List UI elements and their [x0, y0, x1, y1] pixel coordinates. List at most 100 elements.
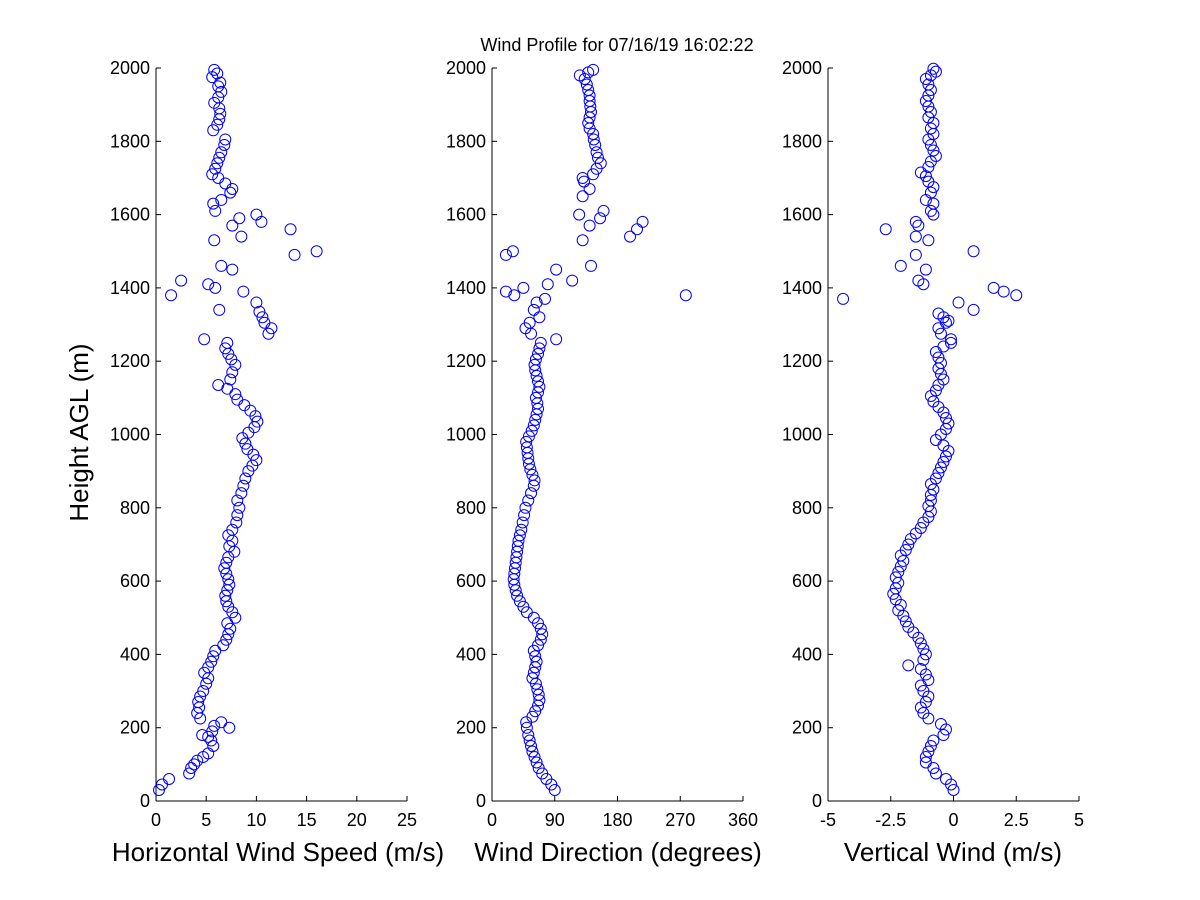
data-point: [220, 633, 233, 646]
data-point: [924, 204, 937, 217]
data-point: [912, 219, 925, 232]
data-point: [892, 565, 905, 578]
data-point: [944, 336, 957, 349]
y-tick-label: 1000: [782, 425, 822, 445]
y-tick-label: 1400: [446, 278, 486, 298]
data-point: [939, 316, 952, 329]
data-point: [538, 292, 551, 305]
data-point: [922, 674, 935, 687]
data-point: [927, 395, 940, 408]
data-point: [499, 285, 512, 298]
data-point: [219, 133, 232, 146]
data-point: [226, 523, 239, 536]
data-point: [914, 521, 927, 534]
data-point: [191, 754, 204, 767]
data-point: [215, 716, 228, 729]
x-tick-label: 270: [665, 810, 695, 830]
data-point: [937, 373, 950, 386]
data-point: [525, 487, 538, 500]
y-tick-label: 1600: [446, 205, 486, 225]
data-point: [239, 437, 252, 450]
data-point: [631, 223, 644, 236]
y-tick-label: 600: [456, 571, 486, 591]
y-tick-label: 1200: [782, 351, 822, 371]
data-point: [230, 516, 243, 529]
data-point: [927, 483, 940, 496]
data-point: [583, 89, 596, 102]
y-tick-label: 1600: [782, 205, 822, 225]
x-tick-label: 360: [728, 810, 758, 830]
data-point: [550, 263, 563, 276]
data-point: [566, 274, 579, 287]
data-point: [924, 83, 937, 96]
data-point: [937, 729, 950, 742]
data-point: [520, 721, 533, 734]
data-point: [902, 620, 915, 633]
data-point: [211, 157, 224, 170]
data-point: [937, 340, 950, 353]
x-axis-label: Horizontal Wind Speed (m/s): [112, 837, 444, 867]
data-point: [922, 175, 935, 188]
data-point: [192, 696, 205, 709]
data-point: [508, 289, 521, 302]
data-point: [528, 474, 541, 487]
data-point: [221, 617, 234, 630]
data-point: [587, 133, 600, 146]
data-point: [912, 274, 925, 287]
y-tick-label: 600: [120, 571, 150, 591]
y-tick-label: 0: [140, 791, 150, 811]
data-point: [229, 611, 242, 624]
data-point: [531, 683, 544, 696]
y-tick-label: 1800: [446, 131, 486, 151]
data-point: [513, 529, 526, 542]
data-point: [679, 289, 692, 302]
data-point: [917, 707, 930, 720]
data-point: [927, 734, 940, 747]
data-point: [212, 379, 225, 392]
x-tick-label: 0: [948, 810, 958, 830]
data-point: [530, 756, 543, 769]
data-point: [205, 734, 218, 747]
data-point: [250, 208, 263, 221]
data-point: [934, 327, 947, 340]
data-point: [527, 303, 540, 316]
data-point: [525, 424, 538, 437]
y-tick-label: 200: [456, 718, 486, 738]
data-point: [892, 604, 905, 617]
data-point: [253, 305, 266, 318]
x-tick-label: 0: [487, 810, 497, 830]
series-speed: [153, 63, 323, 797]
data-point: [222, 573, 235, 586]
data-point: [516, 516, 529, 529]
x-tick-label: 15: [297, 810, 317, 830]
data-point: [914, 663, 927, 676]
data-point: [594, 157, 607, 170]
data-point: [967, 245, 980, 258]
data-point: [527, 666, 540, 679]
data-point: [532, 375, 545, 388]
data-point: [922, 234, 935, 247]
data-point: [899, 615, 912, 628]
x-tick-label: 5: [1074, 810, 1084, 830]
data-point: [235, 487, 248, 500]
data-point: [536, 628, 549, 641]
data-point: [894, 259, 907, 272]
y-tick-label: 1200: [446, 351, 486, 371]
data-point: [939, 412, 952, 425]
data-point: [258, 316, 271, 329]
data-point: [512, 534, 525, 547]
y-tick-label: 400: [792, 644, 822, 664]
data-point: [922, 745, 935, 758]
data-point: [223, 721, 236, 734]
data-point: [929, 149, 942, 162]
x-axis-label: Vertical Wind (m/s): [844, 837, 1062, 867]
y-tick-label: 0: [812, 791, 822, 811]
data-point: [515, 523, 528, 536]
data-point: [942, 314, 955, 327]
series-direction: [499, 63, 692, 797]
data-point: [594, 212, 607, 225]
data-point: [919, 696, 932, 709]
data-point: [220, 556, 233, 569]
data-point: [231, 509, 244, 522]
data-point: [528, 358, 541, 371]
